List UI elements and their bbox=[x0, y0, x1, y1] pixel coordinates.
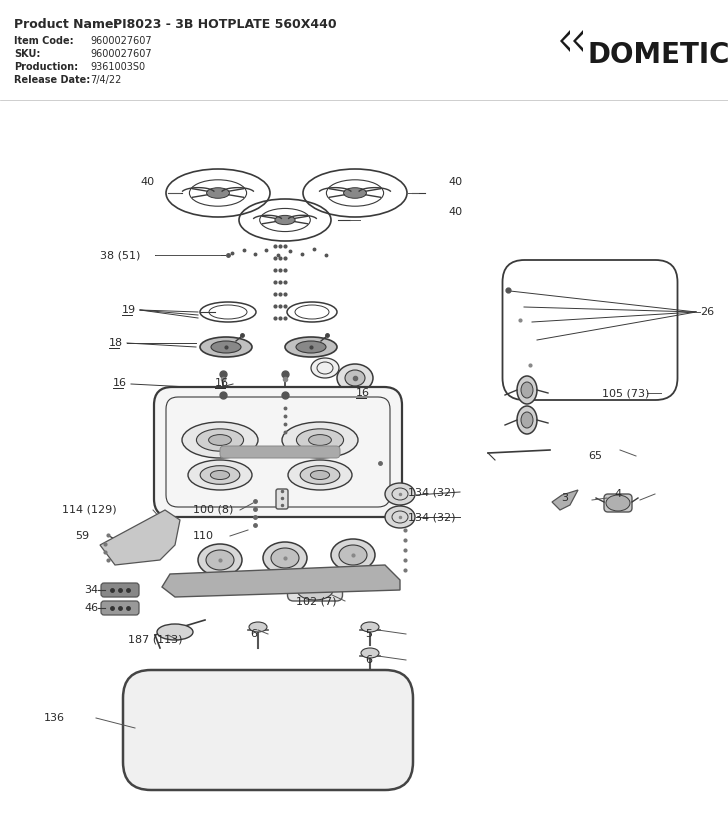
Ellipse shape bbox=[206, 550, 234, 570]
Text: 19: 19 bbox=[122, 305, 136, 315]
Ellipse shape bbox=[517, 376, 537, 404]
FancyBboxPatch shape bbox=[123, 670, 413, 790]
Text: 38 (51): 38 (51) bbox=[100, 250, 141, 260]
Ellipse shape bbox=[285, 337, 337, 357]
Ellipse shape bbox=[207, 188, 229, 198]
Polygon shape bbox=[162, 565, 400, 597]
Ellipse shape bbox=[288, 460, 352, 490]
Ellipse shape bbox=[157, 624, 193, 640]
Text: 18: 18 bbox=[109, 338, 123, 348]
FancyBboxPatch shape bbox=[154, 387, 402, 517]
Ellipse shape bbox=[309, 435, 331, 446]
Text: 9600027607: 9600027607 bbox=[90, 49, 151, 59]
Text: 65: 65 bbox=[588, 451, 602, 461]
Ellipse shape bbox=[282, 422, 358, 458]
Text: DOMETIC: DOMETIC bbox=[588, 41, 728, 69]
Ellipse shape bbox=[521, 412, 533, 428]
Ellipse shape bbox=[296, 341, 326, 353]
Text: 16: 16 bbox=[113, 378, 127, 388]
Text: Item Code:: Item Code: bbox=[14, 36, 74, 46]
FancyBboxPatch shape bbox=[101, 601, 139, 615]
Text: 110: 110 bbox=[193, 531, 214, 541]
Ellipse shape bbox=[200, 337, 252, 357]
Ellipse shape bbox=[200, 466, 240, 485]
Ellipse shape bbox=[182, 422, 258, 458]
Text: 6: 6 bbox=[250, 629, 257, 639]
Text: 4: 4 bbox=[614, 489, 621, 499]
Ellipse shape bbox=[361, 622, 379, 632]
Polygon shape bbox=[573, 30, 583, 52]
Ellipse shape bbox=[188, 460, 252, 490]
Ellipse shape bbox=[517, 406, 537, 434]
Ellipse shape bbox=[385, 506, 415, 528]
Text: 136: 136 bbox=[44, 713, 65, 723]
Text: Product Name:: Product Name: bbox=[14, 18, 119, 31]
Ellipse shape bbox=[311, 358, 339, 378]
Ellipse shape bbox=[249, 622, 267, 632]
Polygon shape bbox=[100, 510, 180, 565]
FancyBboxPatch shape bbox=[276, 489, 288, 509]
Ellipse shape bbox=[300, 466, 340, 485]
Ellipse shape bbox=[337, 364, 373, 392]
Polygon shape bbox=[552, 490, 578, 510]
Ellipse shape bbox=[521, 382, 533, 398]
Text: Production:: Production: bbox=[14, 62, 78, 72]
Text: 114 (129): 114 (129) bbox=[62, 505, 116, 515]
FancyBboxPatch shape bbox=[288, 579, 342, 601]
Text: 100 (8): 100 (8) bbox=[193, 505, 234, 515]
Ellipse shape bbox=[310, 471, 330, 480]
Text: 40: 40 bbox=[141, 177, 155, 187]
FancyBboxPatch shape bbox=[220, 446, 340, 458]
Ellipse shape bbox=[606, 495, 630, 511]
Ellipse shape bbox=[331, 539, 375, 571]
FancyBboxPatch shape bbox=[604, 494, 632, 512]
Ellipse shape bbox=[345, 370, 365, 386]
Ellipse shape bbox=[210, 471, 229, 480]
Text: 134 (32): 134 (32) bbox=[408, 487, 456, 497]
Text: PI8023 - 3B HOTPLATE 560X440: PI8023 - 3B HOTPLATE 560X440 bbox=[113, 18, 336, 31]
Text: 34: 34 bbox=[84, 585, 98, 595]
Text: 102 (7): 102 (7) bbox=[296, 596, 336, 606]
Text: 9600027607: 9600027607 bbox=[90, 36, 151, 46]
Text: 187 (113): 187 (113) bbox=[128, 635, 183, 645]
Text: 59: 59 bbox=[75, 531, 89, 541]
Polygon shape bbox=[560, 30, 570, 52]
Text: 16: 16 bbox=[356, 388, 370, 398]
Text: 3: 3 bbox=[561, 493, 568, 503]
Text: 134 (32): 134 (32) bbox=[408, 512, 456, 522]
Ellipse shape bbox=[211, 341, 241, 353]
Text: SKU:: SKU: bbox=[14, 49, 40, 59]
Text: 7/4/22: 7/4/22 bbox=[90, 75, 122, 85]
Ellipse shape bbox=[296, 428, 344, 451]
Ellipse shape bbox=[339, 545, 367, 565]
Ellipse shape bbox=[344, 188, 366, 198]
Ellipse shape bbox=[197, 428, 244, 451]
Text: 6: 6 bbox=[365, 655, 372, 665]
Text: 40: 40 bbox=[448, 177, 462, 187]
Ellipse shape bbox=[271, 548, 299, 568]
Ellipse shape bbox=[361, 648, 379, 658]
Text: 9361003S0: 9361003S0 bbox=[90, 62, 145, 72]
Ellipse shape bbox=[209, 435, 232, 446]
Text: 40: 40 bbox=[448, 207, 462, 217]
Ellipse shape bbox=[297, 580, 333, 600]
Ellipse shape bbox=[263, 542, 307, 574]
Ellipse shape bbox=[275, 215, 295, 224]
Text: 46: 46 bbox=[84, 603, 98, 613]
Text: 16: 16 bbox=[215, 378, 229, 388]
FancyBboxPatch shape bbox=[101, 583, 139, 597]
Ellipse shape bbox=[385, 483, 415, 505]
Text: 105 (73): 105 (73) bbox=[602, 388, 649, 398]
Text: Release Date:: Release Date: bbox=[14, 75, 90, 85]
Text: 26: 26 bbox=[700, 307, 714, 317]
Ellipse shape bbox=[198, 544, 242, 576]
Text: 5: 5 bbox=[365, 629, 372, 639]
